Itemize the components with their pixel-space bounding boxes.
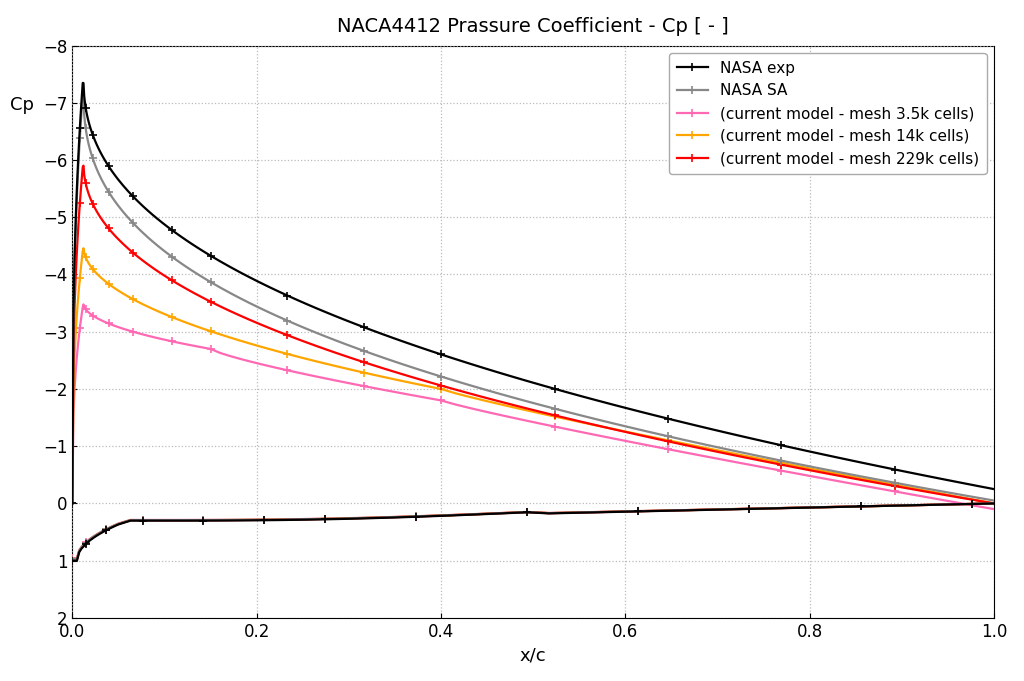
Title: NACA4412 Prassure Coefficient - Cp [ - ]: NACA4412 Prassure Coefficient - Cp [ - ] (337, 16, 729, 35)
X-axis label: x/c: x/c (520, 646, 547, 665)
Y-axis label: Cp: Cp (9, 96, 34, 114)
Legend: NASA exp, NASA SA, (current model - mesh 3.5k cells), (current model - mesh 14k : NASA exp, NASA SA, (current model - mesh… (670, 53, 986, 174)
